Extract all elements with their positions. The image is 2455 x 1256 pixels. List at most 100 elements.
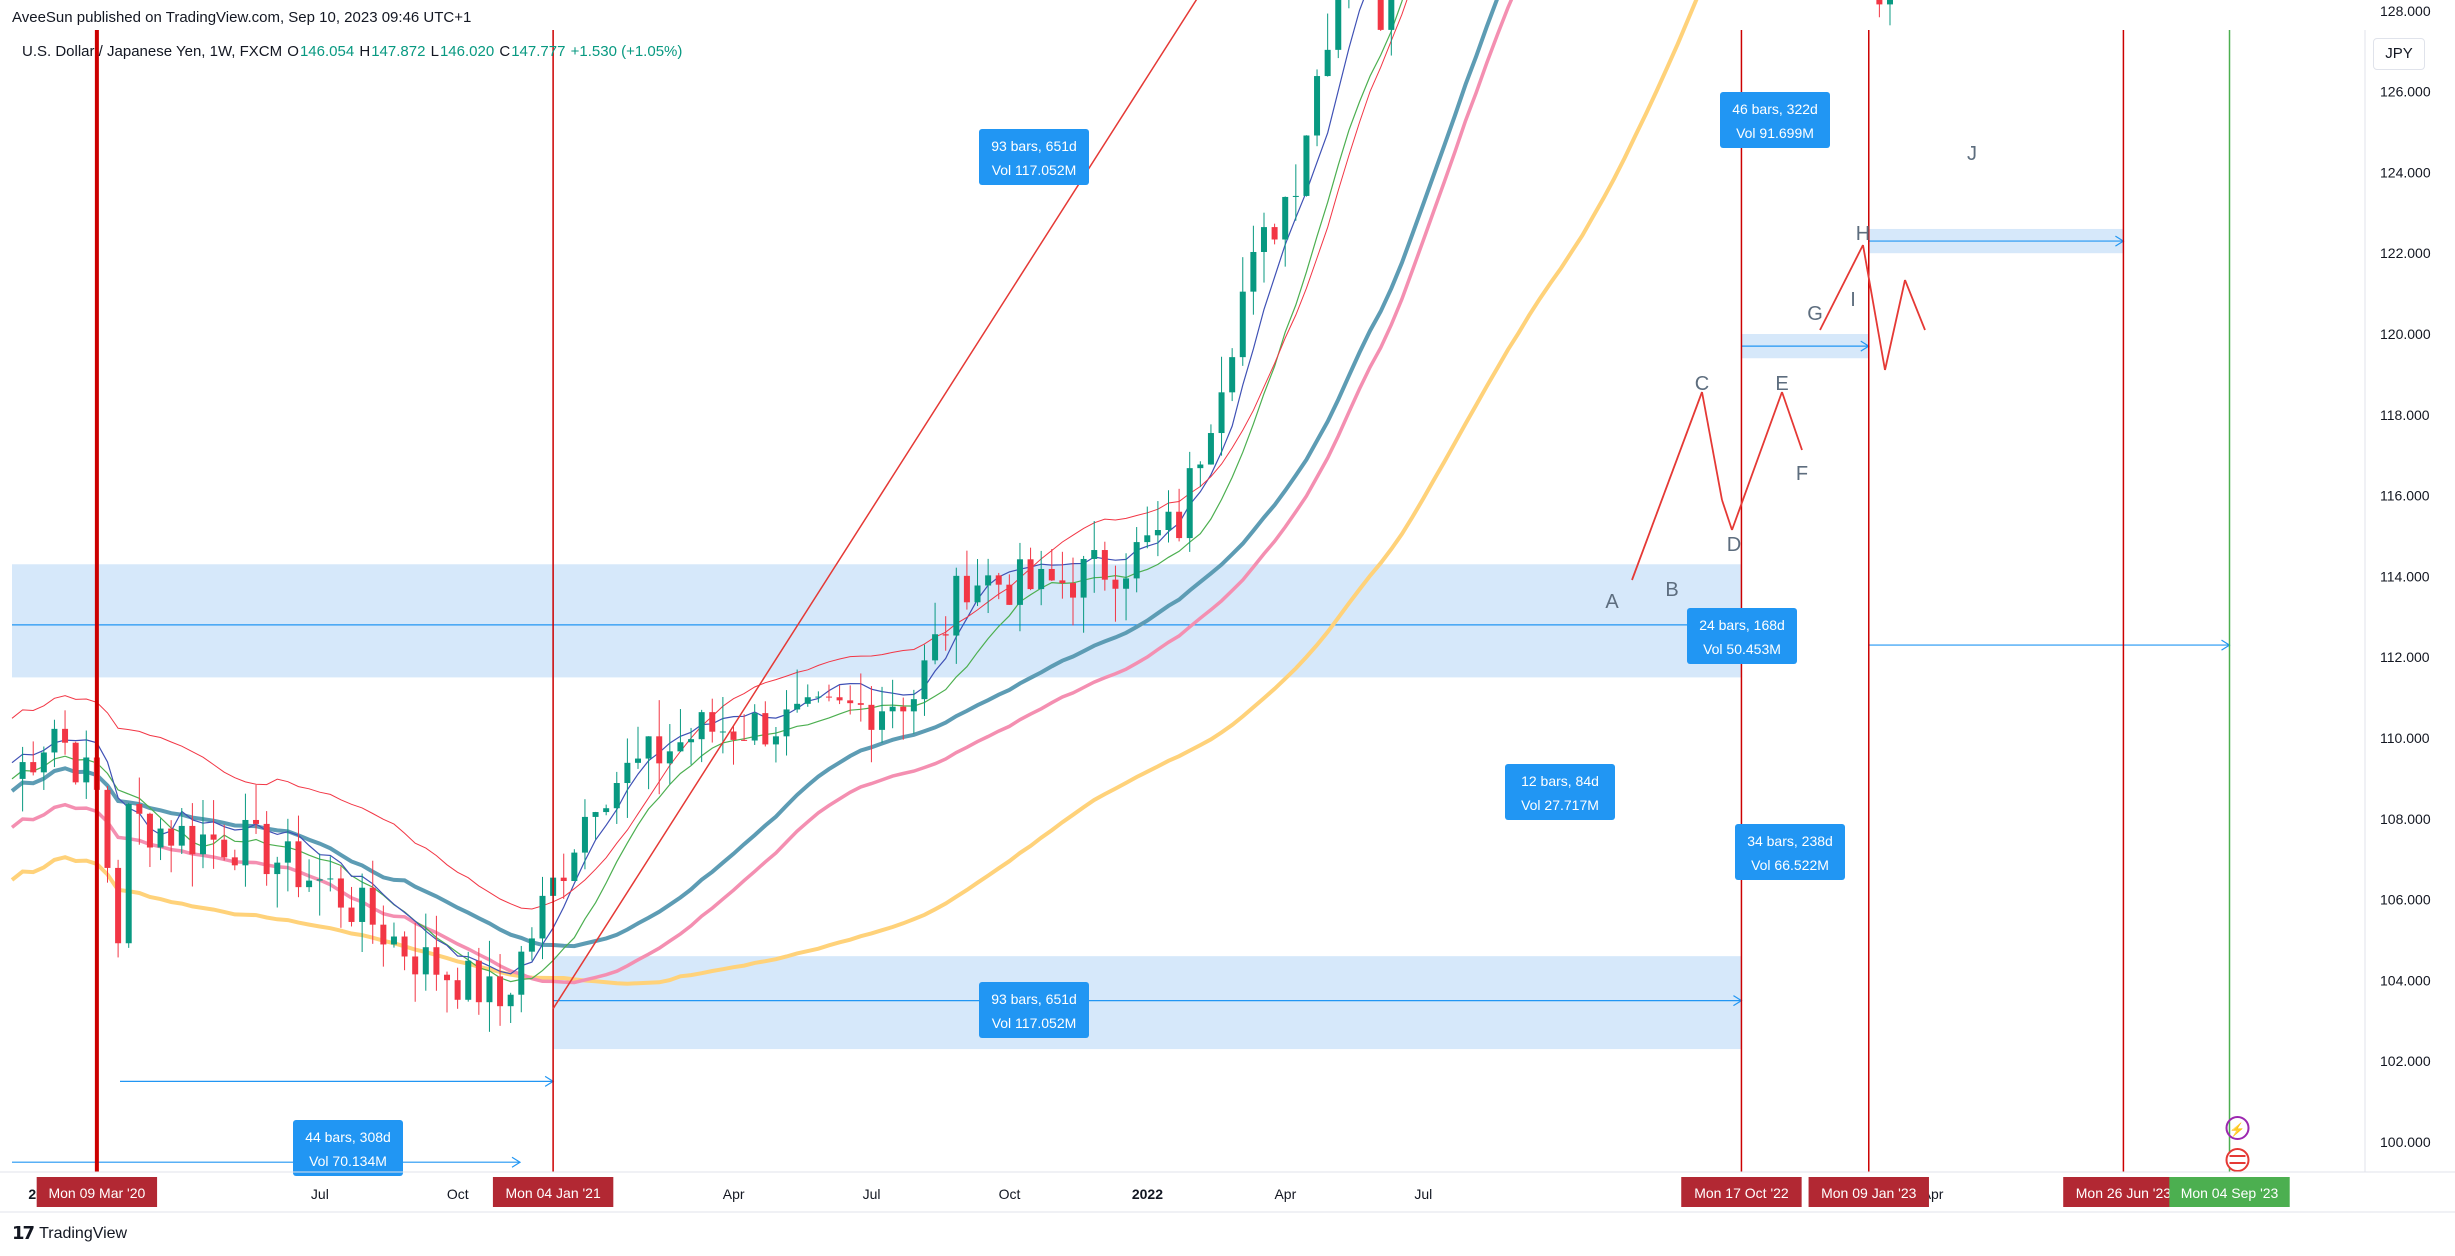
currency-button[interactable]: JPY	[2373, 38, 2425, 70]
price-range-box-mid	[12, 564, 1742, 678]
candle-body	[730, 731, 737, 740]
candle-body	[900, 706, 907, 712]
candle-body	[337, 878, 344, 908]
candle-body	[1144, 535, 1151, 543]
range-measure-vol: Vol 70.134M	[309, 1153, 387, 1169]
tradingview-brand: TradingView	[39, 1224, 128, 1242]
candle-body	[1377, 0, 1384, 30]
candle-body	[1027, 559, 1034, 590]
candle-body	[879, 711, 886, 730]
candle-body	[857, 703, 864, 705]
time-tick-label: Oct	[447, 1186, 469, 1202]
wave-arrow	[1781, 391, 1803, 451]
range-measure-vol: Vol 66.522M	[1751, 857, 1829, 873]
ichimoku-span-a-line	[10, 0, 1514, 985]
range-measure-bars: 34 bars, 238d	[1747, 833, 1833, 849]
price-tick-label: 114.000	[2380, 568, 2430, 584]
ohlc-high-label: H	[359, 43, 371, 60]
candle-body	[656, 736, 663, 764]
price-tick-label: 100.000	[2380, 1134, 2431, 1150]
ohlc-low-value: 146.020	[439, 43, 495, 60]
range-measure-bars: 12 bars, 84d	[1521, 773, 1599, 789]
range-measure-vol: Vol 91.699M	[1736, 125, 1814, 141]
candle-body	[497, 976, 504, 1007]
candle-body	[199, 834, 206, 855]
range-measure-box	[1720, 92, 1830, 148]
candle-body	[115, 867, 122, 944]
candle-body	[359, 887, 366, 922]
candle-body	[963, 575, 970, 603]
candle-body	[1048, 568, 1055, 581]
candle-body	[1292, 195, 1299, 197]
lightning-glyph: ⚡	[2229, 1122, 2245, 1138]
candle-body	[1016, 559, 1023, 605]
ohlc-open-value: 146.054	[299, 43, 355, 60]
time-tick-label: Jul	[311, 1186, 329, 1202]
range-measure-box	[293, 1120, 403, 1176]
candle-body	[1070, 583, 1077, 598]
range-boxes-layer	[12, 228, 2231, 1168]
candle-body	[953, 575, 960, 636]
candle-body	[1335, 0, 1342, 50]
wave-label: C	[1695, 373, 1709, 395]
price-tick-label: 102.000	[2380, 1053, 2431, 1069]
candle-body	[1123, 578, 1130, 589]
ichimoku-span-b-line	[10, 0, 1699, 986]
candle-body	[316, 879, 323, 881]
candle-body	[613, 783, 620, 809]
candle-body	[719, 731, 726, 733]
candle-body	[1006, 584, 1013, 605]
highlighted-date-badge	[2169, 1177, 2290, 1207]
candle-body	[974, 585, 981, 603]
candle-body	[51, 728, 58, 753]
candle-body	[825, 696, 832, 698]
symbol-name[interactable]: U.S. Dollar / Japanese Yen, 1W, FXCM	[22, 43, 283, 60]
highlighted-date-label: Mon 09 Jan '23	[1821, 1185, 1917, 1201]
candle-body	[348, 907, 355, 922]
candle-body	[783, 709, 790, 737]
range-measure-box	[979, 982, 1089, 1038]
candle-body	[1876, 0, 1883, 5]
wave-label: F	[1796, 463, 1808, 485]
candle-body	[465, 960, 472, 1000]
candle-body	[539, 895, 546, 939]
highlighted-date-label: Mon 04 Jan '21	[505, 1185, 601, 1201]
ohlc-close-value: 147.777	[511, 43, 566, 60]
candle-body	[125, 804, 132, 944]
candle-body	[794, 703, 801, 710]
highlighted-date-label: Mon 17 Oct '22	[1694, 1185, 1789, 1201]
highlighted-date-label: Mon 09 Mar '20	[48, 1185, 145, 1201]
ohlc-close-label: C	[499, 43, 511, 60]
range-measure-vol: Vol 117.052M	[992, 1015, 1077, 1031]
time-tick-label: Jul	[863, 1186, 881, 1202]
candle-body	[1886, 0, 1893, 5]
tradingview-logo[interactable]: 17 TradingView	[12, 1223, 127, 1244]
candle-body	[1250, 251, 1257, 292]
range-measure-bars: 93 bars, 651d	[991, 138, 1077, 154]
candle-body	[401, 936, 408, 957]
candle-body	[1324, 49, 1331, 77]
range-measure-bars: 24 bars, 168d	[1699, 617, 1785, 633]
range-measure-bars: 93 bars, 651d	[991, 991, 1077, 1007]
price-tick-label: 126.000	[2380, 84, 2431, 100]
price-tick-label: 128.000	[2380, 3, 2431, 19]
candle-body	[19, 762, 26, 779]
candle-body	[507, 994, 514, 1007]
candle-body	[985, 575, 992, 586]
candle-body	[369, 887, 376, 925]
candle-body	[83, 757, 90, 783]
ichimoku-base-line	[10, 0, 1499, 949]
highlighted-date-badge	[1808, 1177, 1929, 1207]
candle-body	[146, 813, 153, 848]
candle-body	[1271, 227, 1278, 240]
candle-body	[921, 660, 928, 700]
range-measure-vol: Vol 50.453M	[1703, 641, 1781, 657]
wave-label: D	[1727, 534, 1741, 556]
candle-body	[157, 828, 164, 848]
candle-body	[412, 956, 419, 975]
lightning-icon	[2225, 1116, 2250, 1140]
candle-body	[1059, 580, 1066, 584]
candle-body	[62, 728, 69, 743]
candle-body	[1303, 135, 1310, 196]
